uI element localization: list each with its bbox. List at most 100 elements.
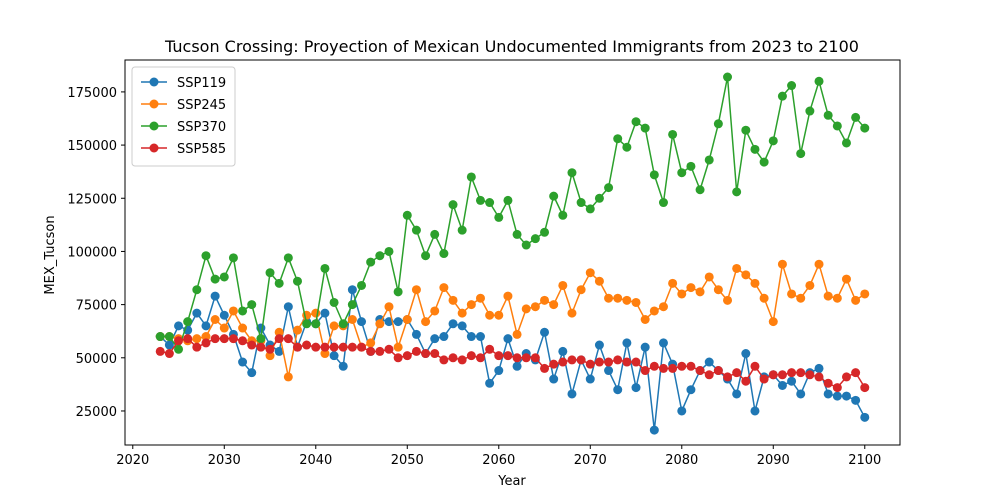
- data-point: [439, 332, 449, 342]
- data-point: [466, 172, 476, 182]
- data-point: [677, 361, 687, 371]
- data-point: [668, 129, 678, 139]
- data-point: [823, 291, 833, 301]
- data-point: [256, 342, 266, 352]
- data-point: [741, 125, 751, 135]
- data-point: [631, 297, 641, 307]
- data-point: [329, 297, 339, 307]
- data-point: [375, 346, 385, 356]
- data-point: [494, 212, 504, 222]
- data-point: [567, 168, 577, 178]
- data-point: [851, 112, 861, 122]
- legend-item-SSP585: SSP585: [141, 142, 226, 157]
- data-point: [750, 144, 760, 154]
- data-point: [841, 138, 851, 148]
- data-point: [466, 332, 476, 342]
- data-point: [540, 227, 550, 237]
- data-point: [777, 91, 787, 101]
- data-point: [421, 317, 431, 327]
- data-point: [174, 344, 184, 354]
- series-SSP585: [155, 334, 870, 393]
- data-point: [329, 351, 339, 361]
- data-point: [402, 315, 412, 324]
- data-point: [777, 370, 787, 380]
- data-point: [475, 195, 485, 205]
- data-point: [713, 119, 723, 129]
- data-point: [558, 357, 568, 367]
- data-point: [576, 355, 586, 365]
- data-point: [594, 357, 604, 367]
- data-point: [210, 291, 220, 301]
- data-point: [777, 259, 787, 269]
- data-point: [292, 342, 302, 352]
- data-point: [677, 168, 687, 178]
- data-point: [347, 285, 357, 295]
- data-point: [658, 363, 668, 373]
- data-point: [512, 329, 522, 339]
- data-point: [384, 302, 394, 312]
- data-point: [585, 204, 595, 214]
- data-point: [723, 295, 733, 305]
- data-point: [457, 308, 467, 318]
- data-point: [841, 372, 851, 382]
- data-point: [421, 251, 431, 261]
- legend-item-SSP245: SSP245: [141, 98, 226, 113]
- data-point: [750, 406, 760, 416]
- data-point: [585, 268, 595, 278]
- data-point: [421, 349, 431, 359]
- data-point: [549, 374, 559, 384]
- data-point: [219, 334, 229, 344]
- data-point: [530, 234, 540, 244]
- data-point: [238, 336, 248, 346]
- data-point: [558, 346, 568, 356]
- data-point: [658, 302, 668, 312]
- data-point: [741, 376, 751, 386]
- legend-item-SSP119: SSP119: [141, 76, 226, 91]
- data-point: [247, 300, 257, 310]
- data-point: [832, 391, 842, 401]
- series-SSP370: [155, 72, 870, 354]
- data-point: [228, 306, 238, 316]
- legend-label: SSP119: [177, 76, 226, 91]
- data-point: [155, 332, 165, 342]
- data-point: [311, 308, 321, 318]
- plot-area: [155, 72, 870, 435]
- data-point: [439, 355, 449, 365]
- data-point: [283, 372, 293, 382]
- data-point: [201, 338, 211, 348]
- data-point: [622, 357, 632, 367]
- data-point: [558, 210, 568, 220]
- data-point: [622, 338, 632, 348]
- data-point: [512, 361, 522, 371]
- data-point: [485, 344, 495, 354]
- axes: 2020 2030 2040 2050 2060 2070 2080 2090 2100 2500…: [67, 59, 901, 468]
- data-point: [393, 287, 403, 297]
- data-point: [475, 293, 485, 303]
- data-point: [805, 370, 815, 380]
- data-point: [430, 334, 440, 344]
- data-point: [640, 366, 650, 376]
- legend-label: SSP585: [177, 142, 226, 157]
- data-point: [320, 263, 330, 273]
- data-point: [503, 351, 513, 361]
- y-tick-label: 50000: [76, 352, 117, 367]
- data-point: [503, 334, 513, 344]
- data-point: [228, 334, 238, 344]
- data-point: [448, 200, 458, 210]
- data-point: [357, 342, 367, 352]
- data-point: [448, 319, 458, 329]
- y-tick-label: 150000: [67, 139, 117, 154]
- data-point: [430, 229, 440, 239]
- legend-marker: [149, 121, 159, 131]
- data-point: [494, 310, 504, 320]
- data-point: [174, 321, 184, 331]
- data-point: [164, 349, 174, 359]
- data-point: [448, 295, 458, 305]
- data-point: [686, 283, 696, 293]
- data-point: [302, 340, 312, 350]
- legend-item-SSP370: SSP370: [141, 120, 226, 135]
- data-point: [759, 293, 769, 303]
- data-point: [247, 340, 257, 350]
- data-point: [402, 351, 412, 361]
- data-point: [640, 123, 650, 133]
